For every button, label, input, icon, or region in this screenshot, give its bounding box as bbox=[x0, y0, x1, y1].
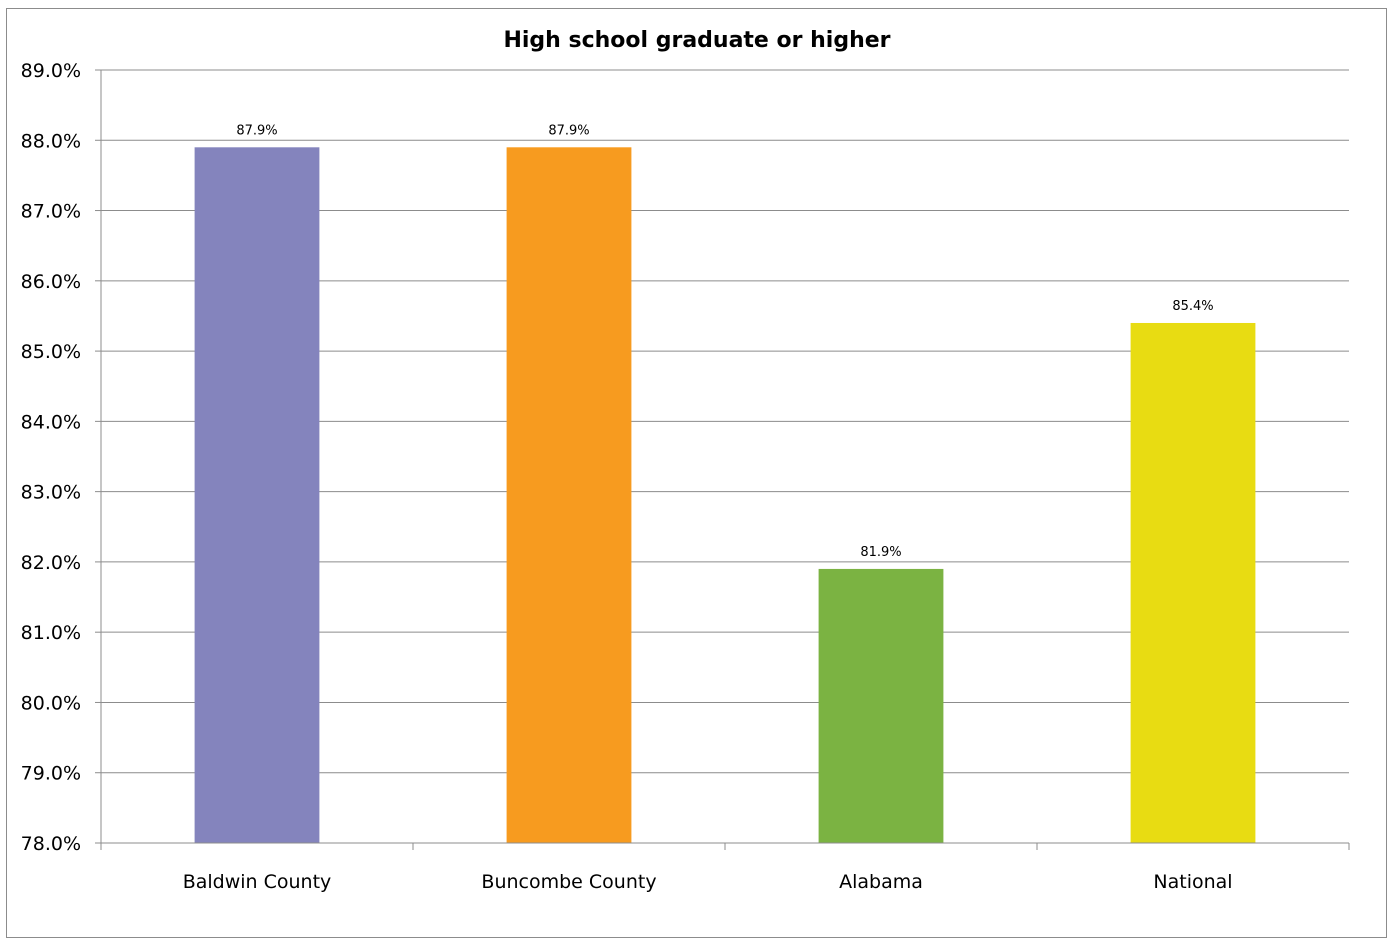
y-tick-label: 80.0% bbox=[21, 692, 81, 714]
y-tick-label: 82.0% bbox=[21, 552, 81, 574]
data-label: 85.4% bbox=[1172, 299, 1213, 314]
x-tick-label: Alabama bbox=[839, 871, 923, 893]
y-tick-label: 88.0% bbox=[21, 130, 81, 152]
data-label: 87.9% bbox=[236, 123, 277, 138]
x-tick-label: Buncombe County bbox=[481, 871, 656, 893]
y-tick-label: 79.0% bbox=[21, 763, 81, 785]
axes bbox=[95, 69, 1350, 850]
labels: 78.0% 79.0% 80.0% 81.0% 82.0% 83.0% 84.0% 85.0%… bbox=[21, 60, 1233, 893]
y-tick-label: 85.0% bbox=[21, 341, 81, 363]
y-tick-label: 87.0% bbox=[21, 201, 81, 223]
bar bbox=[194, 147, 320, 844]
bar bbox=[818, 568, 944, 843]
chart-title: High school graduate or higher bbox=[503, 28, 890, 53]
data-label: 87.9% bbox=[548, 123, 589, 138]
y-tick-label: 86.0% bbox=[21, 271, 81, 293]
bar bbox=[1130, 322, 1256, 843]
y-tick-label: 89.0% bbox=[21, 60, 81, 82]
y-tick-label: 78.0% bbox=[21, 833, 81, 855]
y-tick-label: 81.0% bbox=[21, 622, 81, 644]
y-tick-label: 83.0% bbox=[21, 482, 81, 504]
bars bbox=[194, 147, 1256, 844]
x-tick-label: Baldwin County bbox=[183, 871, 332, 893]
x-tick-label: National bbox=[1153, 871, 1232, 893]
bar bbox=[506, 147, 632, 844]
y-tick-label: 84.0% bbox=[21, 411, 81, 433]
data-label: 81.9% bbox=[860, 545, 901, 560]
